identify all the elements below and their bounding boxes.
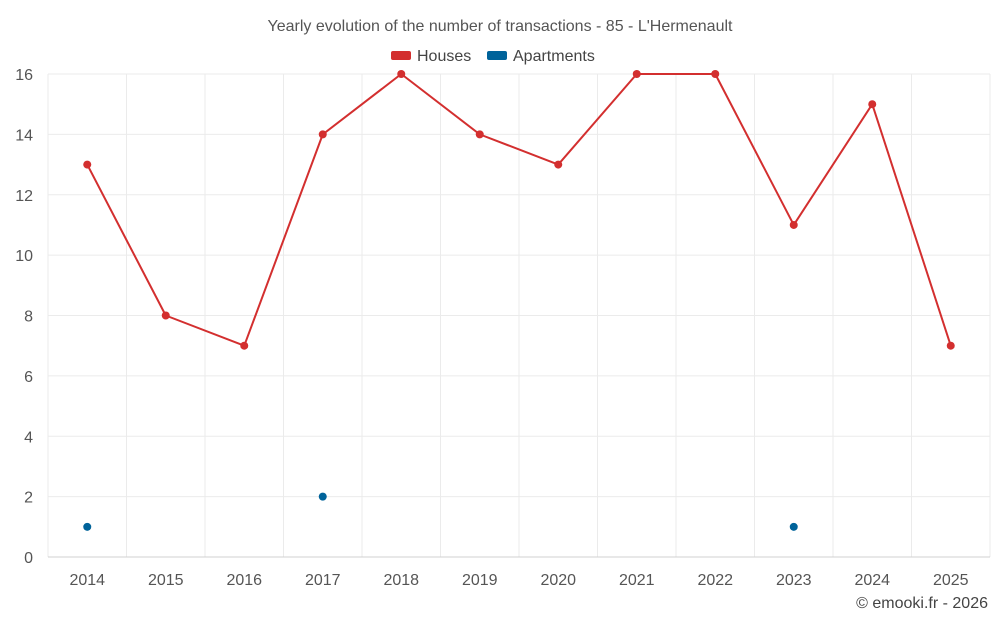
y-tick-label: 10 bbox=[15, 248, 33, 265]
data-point-houses[interactable] bbox=[946, 341, 955, 350]
x-tick-label: 2018 bbox=[383, 572, 419, 589]
data-point-houses[interactable] bbox=[632, 70, 641, 78]
series-line-houses bbox=[86, 73, 952, 347]
x-tick-label: 2017 bbox=[305, 572, 341, 589]
legend-label-apartments: Apartments bbox=[513, 48, 595, 65]
data-point-houses[interactable] bbox=[789, 220, 798, 229]
y-axis: 0 2 4 6 8 10 12 14 16 bbox=[15, 67, 33, 567]
legend-item-apartments[interactable]: Apartments bbox=[487, 48, 595, 65]
x-tick-label: 2016 bbox=[226, 572, 262, 589]
x-tick-label: 2015 bbox=[148, 572, 184, 589]
x-tick-label: 2020 bbox=[540, 572, 576, 589]
grid bbox=[47, 73, 991, 558]
x-tick-label: 2022 bbox=[697, 572, 733, 589]
x-tick-label: 2021 bbox=[619, 572, 655, 589]
y-tick-label: 14 bbox=[15, 127, 33, 144]
y-tick-label: 6 bbox=[24, 369, 33, 386]
y-tick-label: 2 bbox=[24, 490, 33, 507]
data-point-apartments[interactable] bbox=[789, 522, 798, 531]
legend-swatch-houses bbox=[391, 51, 411, 60]
data-point-houses[interactable] bbox=[318, 130, 327, 139]
data-point-houses[interactable] bbox=[397, 70, 406, 78]
x-tick-label: 2024 bbox=[854, 572, 890, 589]
x-tick-label: 2025 bbox=[933, 572, 969, 589]
y-tick-label: 0 bbox=[24, 550, 33, 567]
legend-item-houses[interactable]: Houses bbox=[391, 48, 471, 65]
legend: Houses Apartments bbox=[391, 48, 595, 65]
data-point-apartments[interactable] bbox=[318, 492, 327, 501]
data-point-houses[interactable] bbox=[711, 70, 720, 78]
x-axis: 2014 2015 2016 2017 2018 2019 2020 2021 2022 2023… bbox=[48, 556, 990, 589]
data-point-houses[interactable] bbox=[554, 160, 563, 169]
data-point-houses[interactable] bbox=[240, 341, 249, 350]
y-tick-label: 16 bbox=[15, 67, 33, 84]
y-tick-label: 12 bbox=[15, 188, 33, 205]
data-point-houses[interactable] bbox=[475, 130, 484, 139]
x-tick-label: 2023 bbox=[776, 572, 812, 589]
data-point-houses[interactable] bbox=[161, 311, 170, 320]
legend-swatch-apartments bbox=[487, 51, 507, 60]
credit-text: © emooki.fr - 2026 bbox=[856, 595, 988, 612]
legend-label-houses: Houses bbox=[417, 48, 471, 65]
x-tick-label: 2014 bbox=[69, 572, 105, 589]
data-point-houses[interactable] bbox=[83, 160, 92, 169]
chart-title: Yearly evolution of the number of transa… bbox=[268, 18, 733, 35]
y-tick-label: 4 bbox=[24, 429, 33, 446]
data-point-houses[interactable] bbox=[868, 100, 877, 109]
series bbox=[83, 70, 955, 531]
data-point-apartments[interactable] bbox=[83, 522, 92, 531]
y-tick-label: 8 bbox=[24, 309, 33, 326]
x-tick-label: 2019 bbox=[462, 572, 498, 589]
